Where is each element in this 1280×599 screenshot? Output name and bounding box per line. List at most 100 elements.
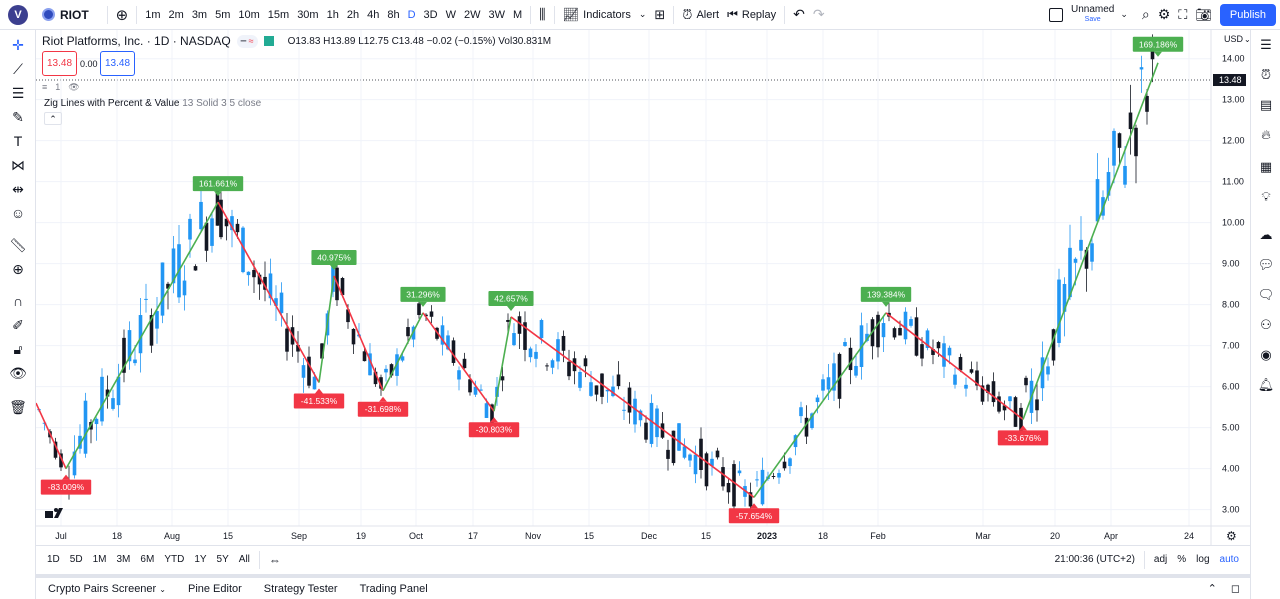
chats-icon[interactable]: 💬︎ — [1257, 257, 1275, 272]
hotlists-flame-icon[interactable]: 🔥︎ — [1261, 127, 1271, 142]
interval-15m[interactable]: 15m — [267, 8, 290, 21]
broadcast-icon[interactable]: ◉ — [1260, 347, 1272, 362]
currency-label[interactable]: USD — [1224, 34, 1244, 44]
range-3m[interactable]: 3M — [116, 554, 131, 565]
streams-cloud-icon[interactable]: ☁︎ — [1259, 227, 1273, 242]
range-all[interactable]: All — [238, 554, 250, 565]
range-5y[interactable]: 5Y — [216, 554, 229, 565]
notifications-bell-icon[interactable]: 🔔︎ — [1257, 377, 1275, 392]
drag-handle-icon[interactable]: ≡ — [42, 82, 48, 92]
interval-3d[interactable]: 3D — [423, 8, 438, 21]
interval-2h[interactable]: 2h — [346, 8, 360, 21]
zoom-in-icon[interactable]: ⊕ — [12, 260, 24, 277]
ideas-bulb-icon[interactable]: 💡︎ — [1261, 189, 1271, 204]
range-ytd[interactable]: YTD — [164, 554, 185, 565]
camera-icon[interactable]: 📷︎ — [1195, 6, 1212, 22]
range-1m[interactable]: 1M — [92, 554, 107, 565]
candle-body — [1139, 67, 1144, 70]
chat-icon[interactable]: 🗨︎ — [1257, 287, 1275, 302]
fullscreen-icon[interactable]: ⛶ — [1178, 6, 1188, 22]
goto-date-icon[interactable]: ⇔ — [268, 552, 281, 567]
range-1y[interactable]: 1Y — [194, 554, 207, 565]
templates-icon[interactable]: ⊞ — [654, 6, 666, 22]
interval-30m[interactable]: 30m — [297, 8, 319, 21]
interval-8h[interactable]: 8h — [387, 8, 400, 21]
emoji-icon[interactable]: ☺ — [10, 205, 26, 221]
tab-crypto-pairs-screener[interactable]: Crypto Pairs Screener ⌄ — [48, 583, 166, 595]
interval-10m[interactable]: 10m — [238, 8, 260, 21]
scale-percent[interactable]: % — [1177, 554, 1187, 565]
brush-icon[interactable]: ✎ — [12, 108, 24, 125]
symbol-title[interactable]: Riot Platforms, Inc. · 1D · NASDAQ — [42, 34, 231, 48]
layout-name-button[interactable]: Unnamed Save — [1071, 4, 1114, 25]
text-tool-icon[interactable]: T — [13, 133, 23, 149]
layout-checkbox-icon[interactable] — [1048, 7, 1063, 22]
interval-2m[interactable]: 2m — [168, 8, 184, 21]
maximize-icon[interactable]: ◻ — [1230, 583, 1240, 595]
tab-strategy-tester[interactable]: Strategy Tester — [263, 582, 338, 595]
compare-pill[interactable]: ━ ≈ — [236, 34, 258, 48]
interval-1h[interactable]: 1h — [326, 8, 339, 21]
price-axis[interactable]: 14.0013.0012.0011.0010.009.008.007.006.0… — [36, 30, 1250, 545]
interval-1m[interactable]: 1m — [145, 8, 161, 21]
tab-trading-panel[interactable]: Trading Panel — [359, 582, 428, 595]
trendline-icon[interactable]: ⟋ — [13, 60, 23, 77]
magnet-icon[interactable]: ∩ — [12, 293, 24, 309]
publish-button[interactable]: Publish — [1219, 3, 1276, 26]
data-window-icon[interactable]: ▤ — [1259, 97, 1273, 112]
alerts-clock-icon[interactable]: ⏰︎ — [1260, 67, 1272, 82]
compare-add-icon[interactable]: ⊕ — [115, 6, 129, 24]
interval-2w[interactable]: 2W — [464, 8, 481, 21]
symbol-search[interactable]: RIOT — [42, 8, 89, 22]
alert-button[interactable]: ⏰︎ Alert — [678, 7, 723, 23]
range-1d[interactable]: 1D — [47, 554, 60, 565]
clock[interactable]: 21:00:36 (UTC+2) — [1054, 554, 1135, 565]
scale-adj[interactable]: adj — [1153, 554, 1168, 565]
scale-auto[interactable]: auto — [1219, 554, 1239, 565]
chevron-down-icon[interactable]: ⌄ — [1120, 9, 1128, 19]
scale-log[interactable]: log — [1196, 554, 1210, 565]
fib-retracement-icon[interactable]: ☰ — [11, 84, 25, 101]
calendar-icon[interactable]: ▦ — [1259, 159, 1273, 174]
interval-3m[interactable]: 3m — [191, 8, 208, 21]
stay-drawing-icon[interactable]: ✐ — [12, 316, 24, 333]
collapse-legend-icon[interactable]: ⌃ — [44, 112, 62, 125]
chevron-down-icon[interactable]: ⌄ — [1244, 35, 1250, 44]
sell-price-box[interactable]: 13.48 — [42, 51, 78, 76]
interval-5m[interactable]: 5m — [215, 8, 231, 21]
indicator-legend[interactable]: Zig Lines with Percent & Value 13 Solid … — [44, 98, 261, 109]
candle-body — [523, 322, 527, 350]
pivot-label-text: 42.657% — [494, 293, 528, 303]
interval-w[interactable]: W — [445, 8, 456, 21]
time-axis[interactable]: Jul 18 Aug 15 Sep 19 Oct 17 Nov 15 Dec 15 2023 18 Feb M… — [55, 531, 1194, 541]
interval-d[interactable]: D — [407, 8, 416, 21]
ruler-icon[interactable]: 📏︎ — [9, 236, 27, 253]
eye-icon[interactable]: 👁︎ — [9, 364, 27, 381]
interval-m[interactable]: M — [513, 8, 523, 21]
user-avatar[interactable]: V — [8, 4, 28, 25]
pattern-icon[interactable]: ⋈ — [11, 156, 25, 173]
interval-4h[interactable]: 4h — [367, 8, 380, 21]
indicators-button[interactable]: 📈︎ Indicators ⌄ — [559, 7, 651, 23]
range-6m[interactable]: 6M — [140, 554, 155, 565]
buy-price-box[interactable]: 13.48 — [100, 51, 136, 76]
undo-icon[interactable]: ↶ — [793, 6, 805, 22]
trash-icon[interactable]: 🗑︎ — [9, 398, 27, 415]
replay-button[interactable]: ⏮︎ Replay — [723, 7, 780, 22]
range-5d[interactable]: 5D — [69, 554, 83, 565]
redo-icon[interactable]: ↷ — [812, 6, 825, 22]
gear-icon[interactable]: ⚙︎ — [1226, 529, 1237, 543]
bulb-icon[interactable]: ⚇ — [1260, 317, 1272, 332]
search-icon[interactable]: ⌕ — [1141, 6, 1150, 22]
chevron-up-icon[interactable]: ⌃ — [1207, 583, 1217, 595]
interval-3w[interactable]: 3W — [488, 8, 506, 21]
candles-chart-type-icon[interactable]: ⫼ — [539, 6, 546, 22]
gear-icon[interactable]: ⚙︎ — [1157, 6, 1171, 22]
price-chart[interactable]: -83.009% 161.661% -41.533% 40.975% -31.698% 3… — [36, 30, 1250, 545]
tab-pine-editor[interactable]: Pine Editor — [187, 582, 242, 595]
forecast-icon[interactable]: ⇹ — [12, 180, 24, 197]
eye-icon[interactable]: 👁︎ — [68, 82, 80, 92]
crosshair-icon[interactable]: ✛ — [12, 36, 24, 53]
lock-icon[interactable]: 🔓︎ — [13, 340, 23, 357]
watchlist-icon[interactable]: ☰ — [1260, 37, 1272, 52]
